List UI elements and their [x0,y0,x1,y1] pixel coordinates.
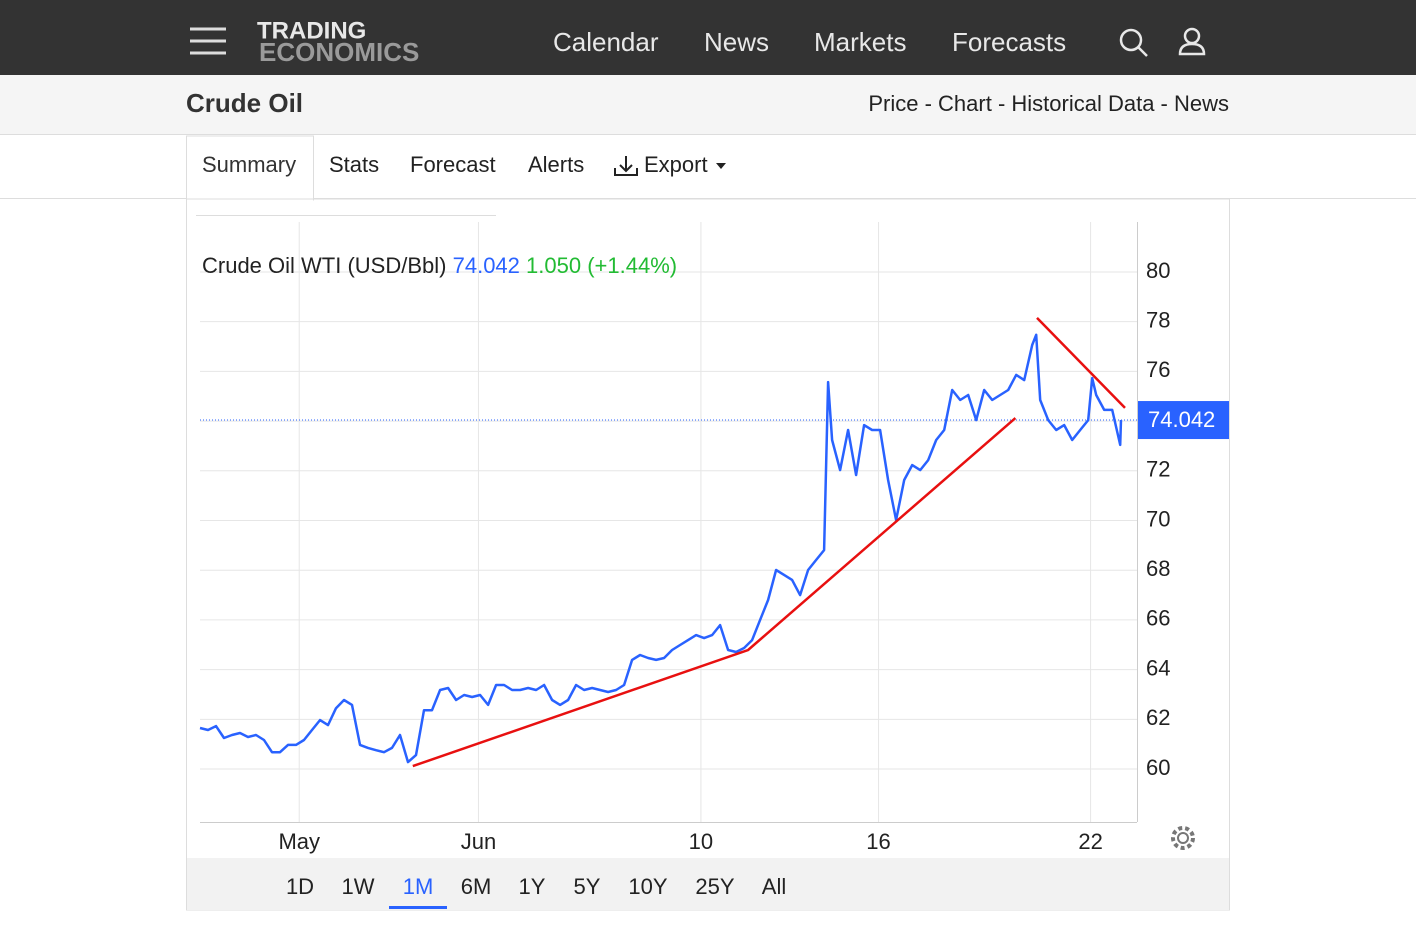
range-button[interactable]: 1Y [519,874,546,899]
menu-icon[interactable] [190,27,226,55]
x-tick-label: Jun [461,829,496,854]
y-tick-label: 68 [1146,556,1170,581]
tab[interactable]: Stats [329,152,379,177]
last-value: 74.042 [453,253,520,278]
range-button[interactable]: 1W [342,874,375,899]
header-bar [0,75,1416,134]
range-button[interactable]: 1M [403,874,434,899]
nav-item[interactable]: News [704,27,769,57]
x-tick-label: May [278,829,320,854]
y-tick-label: 66 [1146,606,1170,631]
range-button[interactable]: 6M [461,874,492,899]
nav-item[interactable]: Markets [814,27,906,57]
x-tick-label: 22 [1078,829,1102,854]
tab[interactable]: Forecast [410,152,496,177]
page-title: Crude Oil [186,88,303,118]
header-links[interactable]: Price - Chart - Historical Data - News [868,91,1229,116]
last-value-tag-label: 74.042 [1148,407,1215,432]
last-value-tag [1138,401,1229,440]
x-tick-label: 16 [866,829,890,854]
chart-panel [186,198,1230,911]
tab[interactable]: Export [644,152,708,177]
trendline [412,417,1017,768]
user-icon[interactable] [1178,27,1206,56]
range-button[interactable]: 5Y [574,874,601,899]
plot: 6062646668707274767880MayJun101622Crude … [199,222,1229,909]
y-tick-label: 64 [1146,655,1170,680]
y-tick-label: 60 [1146,755,1170,780]
range-underline [389,906,447,909]
range-button[interactable]: All [762,874,786,899]
tab[interactable]: Alerts [528,152,584,177]
dropdown-caret [716,163,726,169]
y-tick-label: 70 [1146,506,1170,531]
logo[interactable]: ECONOMICS [259,37,419,67]
title-text: Crude Oil WTI (USD/Bbl) [202,253,446,278]
nav-item[interactable]: Calendar [553,27,659,57]
settings-icon[interactable] [1171,826,1195,850]
y-tick-label: 62 [1146,705,1170,730]
top-bar [0,0,1416,75]
price-line [199,333,1123,764]
trendline [1036,317,1126,409]
y-tick-label: 72 [1146,457,1170,482]
search-icon[interactable] [1119,28,1148,57]
change: 1.050 (+1.44%) [526,253,677,278]
logo[interactable]: TRADING [257,17,366,44]
tab[interactable]: Summary [202,152,296,177]
range-button[interactable]: 1D [286,874,314,899]
x-tick-label: 10 [689,829,713,854]
y-tick-label: 78 [1146,307,1170,332]
export-icon[interactable] [614,156,638,176]
nav-item[interactable]: Forecasts [952,27,1066,57]
y-tick-label: 80 [1146,258,1170,283]
chart-title: Crude Oil WTI (USD/Bbl) 74.042 1.050 (+1… [202,253,677,278]
range-button[interactable]: 10Y [628,874,667,899]
range-button[interactable]: 25Y [695,874,734,899]
y-tick-label: 76 [1146,357,1170,382]
range-bar [187,858,1229,910]
